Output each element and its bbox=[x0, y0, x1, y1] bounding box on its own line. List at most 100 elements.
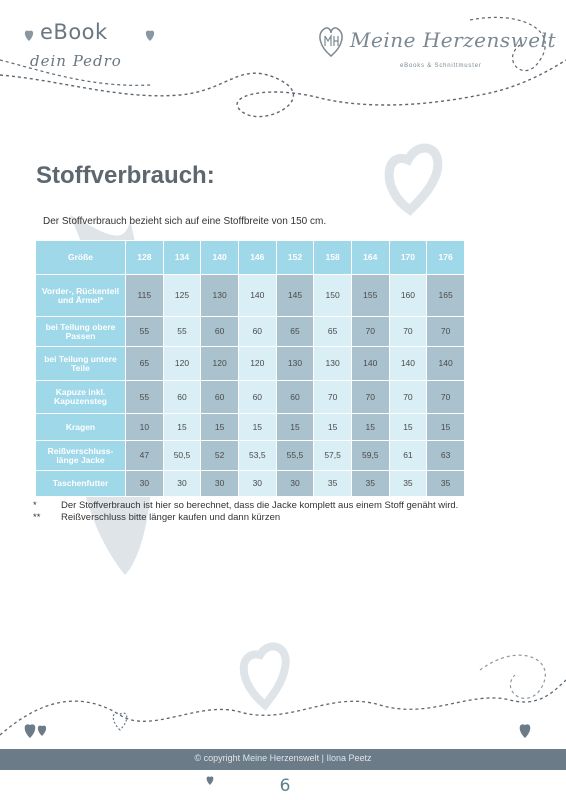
table-cell: 55 bbox=[125, 316, 164, 347]
table-row: Kragen 10 15 15 15 15 15 15 15 15 bbox=[35, 413, 465, 441]
table-cell: 115 bbox=[125, 274, 164, 317]
table-cell: 140 bbox=[237, 274, 277, 317]
table-row: bei Teilung untere Teile 65 120 120 120 … bbox=[35, 346, 465, 381]
fabric-consumption-table: Größe 128 134 140 146 152 158 164 170 17… bbox=[35, 240, 465, 497]
bottom-right-dashed-swirl bbox=[479, 654, 546, 699]
table-cell: 30 bbox=[237, 470, 277, 497]
small-heart-icon bbox=[37, 725, 47, 736]
row-label: bei Teilung obere Passen bbox=[35, 316, 126, 347]
header-heart-icon bbox=[24, 30, 34, 41]
table-cell: 130 bbox=[200, 274, 239, 317]
footer-band bbox=[0, 749, 566, 770]
copyright-text: © copyright Meine Herzenswelt | Ilona Pe… bbox=[194, 753, 372, 763]
table-cell: 10 bbox=[125, 413, 164, 441]
table-cell: 165 bbox=[426, 274, 465, 317]
table-cell: 15 bbox=[313, 413, 352, 441]
small-heart-icon bbox=[206, 776, 214, 785]
page-number: 6 bbox=[279, 776, 291, 796]
table-cell: 60 bbox=[275, 380, 315, 414]
size-header-cell: 158 bbox=[313, 240, 352, 275]
table-cell: 30 bbox=[125, 470, 164, 497]
table-cell: 155 bbox=[350, 274, 390, 317]
table-cell: 130 bbox=[275, 346, 315, 381]
brand-tagline: eBooks & Schnittmuster bbox=[400, 63, 482, 69]
header-heart-icon bbox=[145, 30, 155, 41]
faint-heart-right bbox=[384, 143, 443, 216]
top-left-dashed-line bbox=[0, 59, 151, 86]
table-cell: 65 bbox=[125, 346, 164, 381]
table-cell: 60 bbox=[200, 380, 239, 414]
footnote: * Der Stoffverbrauch ist hier so berechn… bbox=[33, 500, 533, 512]
table-cell: 30 bbox=[162, 470, 202, 497]
table-cell: 15 bbox=[426, 413, 465, 441]
table-cell: 120 bbox=[237, 346, 277, 381]
table-cell: 120 bbox=[162, 346, 202, 381]
ebook-title: eBook bbox=[40, 20, 108, 44]
table-cell: 52 bbox=[200, 440, 239, 471]
size-header-cell: 170 bbox=[388, 240, 428, 275]
table-cell: 145 bbox=[275, 274, 315, 317]
table-row: Taschenfutter 30 30 30 30 30 35 35 35 35 bbox=[35, 470, 465, 497]
table-cell: 57,5 bbox=[313, 440, 352, 471]
table-header-row: Größe 128 134 140 146 152 158 164 170 17… bbox=[35, 240, 465, 275]
footnote: ** Reißverschluss bitte länger kaufen un… bbox=[33, 512, 533, 524]
size-header-cell: 146 bbox=[237, 240, 277, 275]
table-cell: 65 bbox=[275, 316, 315, 347]
small-heart-icon bbox=[24, 724, 36, 738]
table-cell: 55 bbox=[162, 316, 202, 347]
brand-name: Meine Herzenswelt bbox=[350, 28, 557, 52]
table-cell: 160 bbox=[388, 274, 428, 317]
row-label: bei Teilung untere Teile bbox=[35, 346, 126, 381]
ebook-subtitle: dein Pedro bbox=[30, 52, 122, 70]
table-cell: 35 bbox=[388, 470, 428, 497]
table-cell: 125 bbox=[162, 274, 202, 317]
size-header-cell: 140 bbox=[200, 240, 239, 275]
table-cell: 65 bbox=[313, 316, 352, 347]
table-cell: 70 bbox=[426, 316, 465, 347]
table-cell: 70 bbox=[350, 316, 390, 347]
table-cell: 59,5 bbox=[350, 440, 390, 471]
table-cell: 61 bbox=[388, 440, 428, 471]
table-cell: 50,5 bbox=[162, 440, 202, 471]
table-cell: 15 bbox=[162, 413, 202, 441]
table-cell: 30 bbox=[275, 470, 315, 497]
table-cell: 35 bbox=[350, 470, 390, 497]
table-cell: 60 bbox=[237, 316, 277, 347]
table-row: Vorder-, Rückenteil und Ärmel* 115 125 1… bbox=[35, 274, 465, 317]
footnote-text: Reißverschluss bitte länger kaufen und d… bbox=[61, 512, 281, 523]
faint-heart-bottom bbox=[239, 642, 290, 711]
table-cell: 140 bbox=[388, 346, 428, 381]
table-cell: 140 bbox=[350, 346, 390, 381]
size-header-cell: 176 bbox=[426, 240, 465, 275]
table-cell: 15 bbox=[237, 413, 277, 441]
page-heading: Stoffverbrauch: bbox=[36, 162, 215, 189]
brand-logo-icon bbox=[319, 27, 343, 57]
intro-text: Der Stoffverbrauch bezieht sich auf eine… bbox=[43, 216, 327, 227]
table-cell: 60 bbox=[237, 380, 277, 414]
table-cell: 60 bbox=[200, 316, 239, 347]
table-cell: 70 bbox=[426, 380, 465, 414]
table-cell: 150 bbox=[313, 274, 352, 317]
table-cell: 35 bbox=[426, 470, 465, 497]
row-label: Kragen bbox=[35, 413, 126, 441]
table-cell: 70 bbox=[350, 380, 390, 414]
table-cell: 60 bbox=[162, 380, 202, 414]
table-row: Kapuze inkl. Kapuzensteg 55 60 60 60 60 … bbox=[35, 380, 465, 414]
table-cell: 70 bbox=[388, 380, 428, 414]
size-header-cell: 152 bbox=[275, 240, 315, 275]
bottom-dashed-swirl bbox=[0, 679, 566, 736]
footnote-text: Der Stoffverbrauch ist hier so berechnet… bbox=[61, 500, 459, 511]
table-cell: 55 bbox=[125, 380, 164, 414]
size-header-cell: 128 bbox=[125, 240, 164, 275]
table-row: Reißverschluss-länge Jacke 47 50,5 52 53… bbox=[35, 440, 465, 471]
footnotes: * Der Stoffverbrauch ist hier so berechn… bbox=[33, 500, 533, 524]
table-cell: 30 bbox=[200, 470, 239, 497]
table-cell: 140 bbox=[426, 346, 465, 381]
table-cell: 120 bbox=[200, 346, 239, 381]
table-cell: 70 bbox=[313, 380, 352, 414]
small-heart-outline-icon bbox=[112, 712, 128, 731]
table-cell: 15 bbox=[200, 413, 239, 441]
row-label: Reißverschluss-länge Jacke bbox=[35, 440, 126, 471]
header-size-label: Größe bbox=[35, 240, 126, 275]
top-dashed-swirl bbox=[0, 59, 566, 118]
